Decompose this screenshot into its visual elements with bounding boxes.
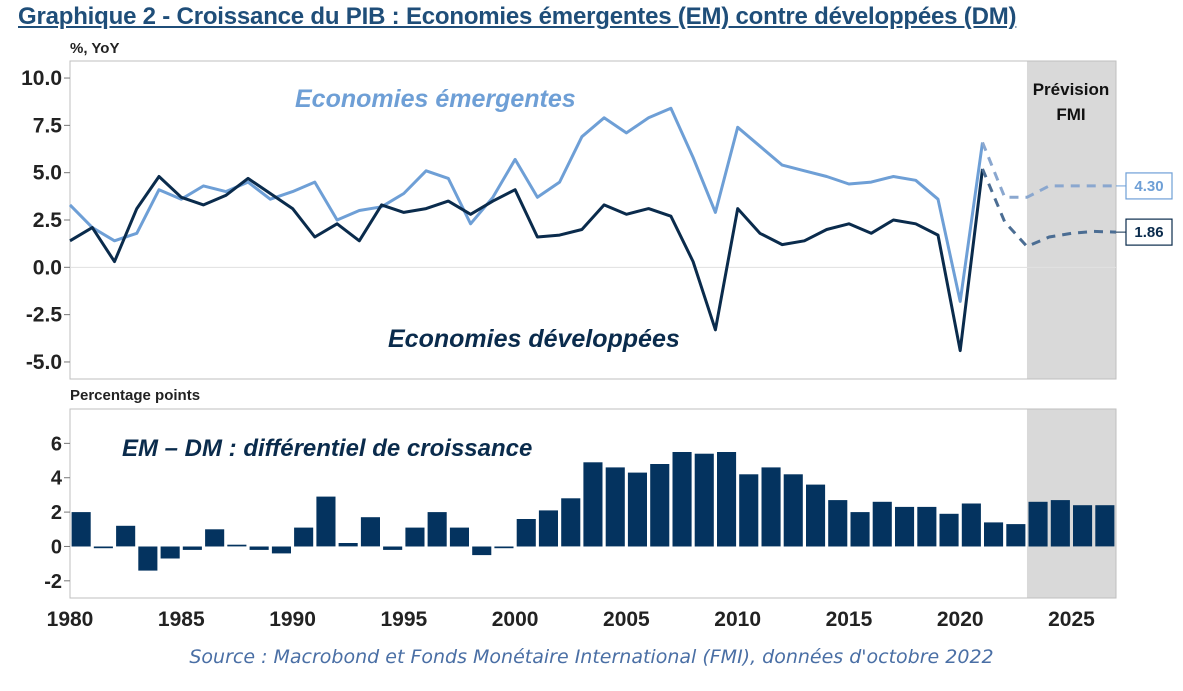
differential-bar: [717, 452, 737, 547]
bottom-plot-frame: [69, 408, 1117, 599]
differential-bar: [538, 510, 558, 547]
bottom-y-tick-label: 4: [51, 468, 63, 490]
growth-line-panel: 10.0 7.5 5.0 2.5 0.0 -2.5 -5.0 Economies émerg…: [21, 40, 1173, 380]
bottom-y-tick-label: -2: [44, 571, 62, 593]
dm-callout-box: [1125, 218, 1173, 246]
differential-bar: [71, 512, 91, 547]
differential-bar: [828, 500, 848, 547]
differential-bar: [138, 546, 158, 571]
differential-bar: [116, 525, 136, 547]
differential-bar: [338, 543, 358, 547]
x-tick-label: 1980: [47, 608, 94, 631]
top-y-tick-label: -5.0: [26, 351, 62, 374]
x-tick-label: 1995: [380, 608, 427, 631]
bottom-y-tick-label: 0: [51, 536, 62, 558]
differential-bar: [271, 546, 291, 554]
forecast-band-top: [1026, 61, 1116, 379]
em-series-line: [68, 106, 984, 303]
forecast-label-line2: FMI: [1056, 105, 1085, 124]
x-tick-label: 2010: [714, 608, 761, 631]
em-callout-box: [1125, 172, 1173, 200]
differential-bar: [449, 527, 469, 547]
differential-bar-panel: 6 4 2 0 -2 Percentage points EM – DM : diffé…: [44, 387, 1117, 599]
differential-bar: [294, 527, 314, 547]
differential-bar: [850, 512, 870, 547]
top-y-tick-label: 5.0: [33, 162, 62, 185]
bottom-y-tick-label: 6: [51, 433, 62, 455]
x-tick-label: 2015: [826, 608, 873, 631]
x-tick-label: 2005: [603, 608, 650, 631]
top-y-tick-label: 7.5: [33, 114, 63, 137]
differential-bar: [761, 467, 781, 547]
bottom-y-tick-label: 2: [51, 502, 62, 524]
differential-bar: [917, 506, 937, 547]
differential-bar: [316, 496, 336, 547]
em-end-value-callout: 4.30: [1116, 172, 1173, 200]
differential-bar: [93, 546, 113, 549]
differential-bar: [739, 474, 759, 547]
differential-bar: [561, 498, 581, 547]
chart-title: Graphique 2 - Croissance du PIB : Econom…: [18, 3, 1017, 30]
x-tick-label: 2000: [492, 608, 539, 631]
differential-bar: [405, 527, 425, 547]
differential-series-label: EM – DM : différentiel de croissance: [122, 435, 532, 462]
differential-bar: [939, 513, 959, 547]
differential-bar: [1028, 501, 1048, 547]
x-tick-label: 2025: [1048, 608, 1095, 631]
differential-bar: [160, 546, 180, 559]
forecast-label-line1: Prévision: [1033, 80, 1110, 99]
dm-series-line: [69, 168, 984, 353]
differential-bar: [961, 503, 981, 547]
em-series-label: Economies émergentes: [295, 85, 576, 113]
differential-bar: [494, 546, 514, 549]
top-y-axis-label: %, YoY: [70, 40, 119, 57]
top-y-tick-label: 0.0: [33, 256, 62, 279]
differential-bar: [694, 453, 714, 547]
differential-bar: [360, 517, 380, 547]
x-tick-label: 1985: [158, 608, 205, 631]
differential-bar: [984, 522, 1004, 547]
em-end-value: 4.30: [1134, 178, 1163, 195]
differential-bar: [650, 464, 670, 547]
differential-bar: [472, 546, 492, 556]
top-y-tick-label: -2.5: [26, 304, 63, 327]
dm-end-value: 1.86: [1134, 224, 1163, 241]
bottom-y-axis-label: Percentage points: [70, 387, 200, 404]
source-note: Source : Macrobond et Fonds Monétaire In…: [189, 646, 994, 668]
differential-bar: [1050, 500, 1070, 547]
dm-forecast-line: [981, 168, 1117, 249]
differential-bar: [205, 529, 225, 547]
differential-bar: [1073, 505, 1093, 547]
x-tick-label: 2020: [937, 608, 984, 631]
differential-bar: [627, 472, 647, 547]
differential-bar: [806, 484, 826, 547]
x-tick-label: 1990: [269, 608, 316, 631]
differential-bar: [583, 462, 603, 547]
differential-bar: [227, 544, 247, 547]
differential-bar: [872, 501, 892, 547]
dm-series-label: Economies développées: [388, 325, 680, 353]
differential-bar: [427, 512, 447, 547]
em-forecast-line: [981, 141, 1116, 199]
dm-end-value-callout: 1.86: [1116, 218, 1173, 246]
differential-bar: [516, 519, 536, 547]
differential-bar: [605, 467, 625, 547]
differential-bar: [783, 474, 803, 547]
top-y-tick-label: 2.5: [33, 209, 63, 232]
top-y-tick-label: 10.0: [21, 67, 62, 90]
differential-bar: [1095, 505, 1115, 547]
differential-bar: [182, 546, 202, 550]
differential-bar: [383, 546, 403, 550]
differential-bar: [895, 506, 915, 547]
differential-bar: [1006, 524, 1026, 547]
differential-bar: [249, 546, 269, 550]
differential-bar: [672, 452, 692, 547]
